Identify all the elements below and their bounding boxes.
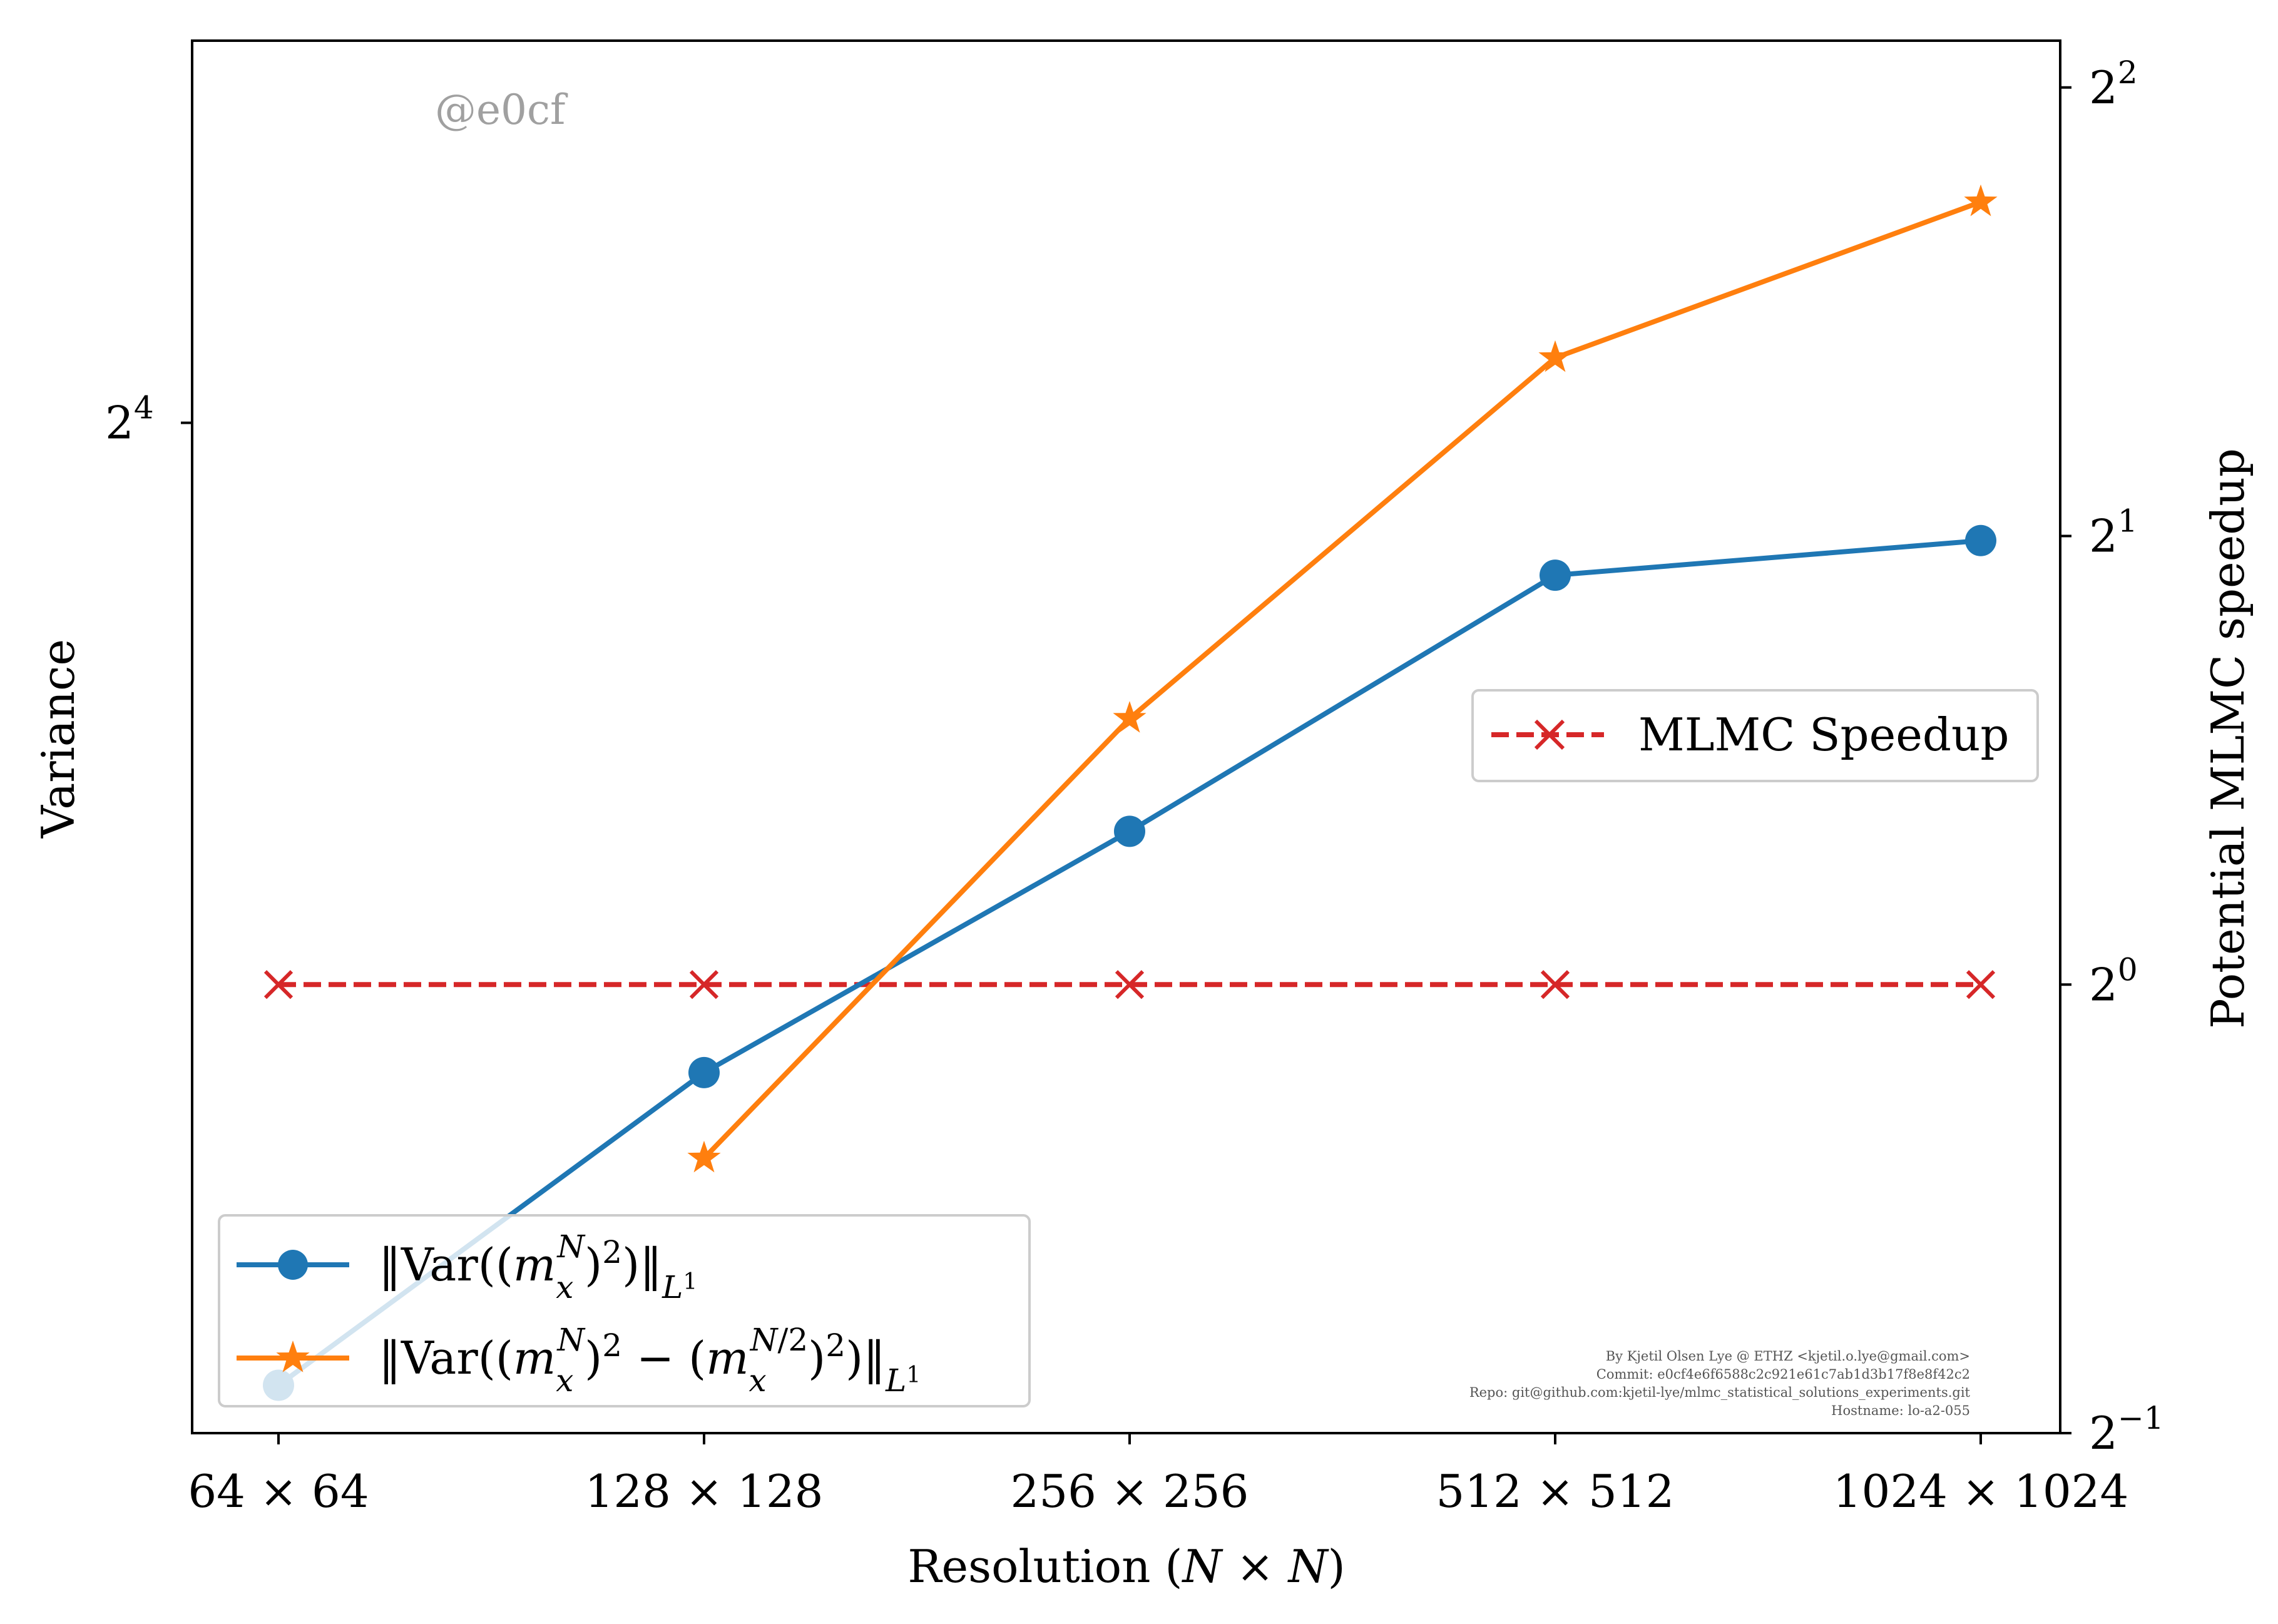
credits-line-repo: Repo: git@github.com:kjetil-lye/mlmc_sta… (1469, 1385, 1971, 1400)
y-tick-label: 2−1 (2089, 1400, 2164, 1459)
legend-box (218, 1214, 1031, 1407)
plot-frame (191, 39, 2061, 1434)
credits-line-author: By Kjetil Olsen Lye @ ETHZ <kjetil.o.lye… (1606, 1349, 1970, 1364)
data-point-x (1540, 970, 1570, 999)
data-point-star (1113, 701, 1147, 733)
data-point-star (687, 1140, 721, 1173)
y-tick-label: 22 (2089, 54, 2138, 114)
legend-label-speedup: MLMC Speedup (1638, 708, 2009, 761)
y-tick-label: 21 (2089, 503, 2138, 563)
y-tick-label: 24 (105, 390, 154, 449)
legend-marker-circle (278, 1250, 308, 1280)
legend-speedup: MLMC Speedup (1471, 689, 2039, 782)
left-y-axis-ticks: 24 (105, 390, 192, 449)
x-tick-label: 64 × 64 (188, 1465, 369, 1518)
credits-block: By Kjetil Olsen Lye @ ETHZ <kjetil.o.lye… (1469, 1349, 1971, 1418)
credits-line-hostname: Hostname: lo-a2-055 (1831, 1403, 1970, 1418)
watermark-text: @e0cf (435, 86, 568, 134)
right-y-axis-ticks: 2−1 20 21 22 (2060, 54, 2164, 1459)
data-point-circle (1114, 815, 1145, 847)
x-tick-label: 256 × 256 (1011, 1465, 1249, 1518)
legend-variance: ‖Var((mxN)2)‖L1 ‖Var((mxN)2 − (mxN/2)2)‖… (218, 1214, 1031, 1407)
data-point-x (689, 970, 719, 999)
legend-box (1471, 689, 2039, 782)
credits-line-commit: Commit: e0cf4e6f6588c2c921e61c7ab1d3b17f… (1596, 1367, 1970, 1382)
right-y-axis-label: Potential MLMC speedup (2202, 448, 2254, 1029)
data-point-circle (1965, 524, 1996, 556)
data-point-x (263, 970, 294, 999)
series-line-1 (702, 200, 1982, 1160)
legend-marker-x (1534, 719, 1565, 750)
y-tick-label: 20 (2089, 951, 2138, 1011)
data-point-star (1538, 340, 1572, 372)
data-point-circle (1540, 559, 1571, 591)
legend-marker-star (276, 1341, 310, 1372)
x-axis-label: Resolution (N × N) (907, 1540, 1345, 1593)
x-tick-label: 1024 × 1024 (1833, 1465, 2129, 1518)
data-point-x (1966, 970, 1996, 999)
x-tick-label: 512 × 512 (1436, 1465, 1675, 1518)
x-tick-label: 128 × 128 (585, 1465, 824, 1518)
x-axis-ticks: 64 × 64 128 × 128 256 × 256 512 × 512 1024 ×… (188, 1433, 2128, 1518)
left-y-axis-label: Variance (32, 639, 84, 839)
data-point-x (1115, 970, 1145, 999)
data-point-circle (688, 1056, 720, 1088)
data-point-star (1964, 184, 1998, 217)
